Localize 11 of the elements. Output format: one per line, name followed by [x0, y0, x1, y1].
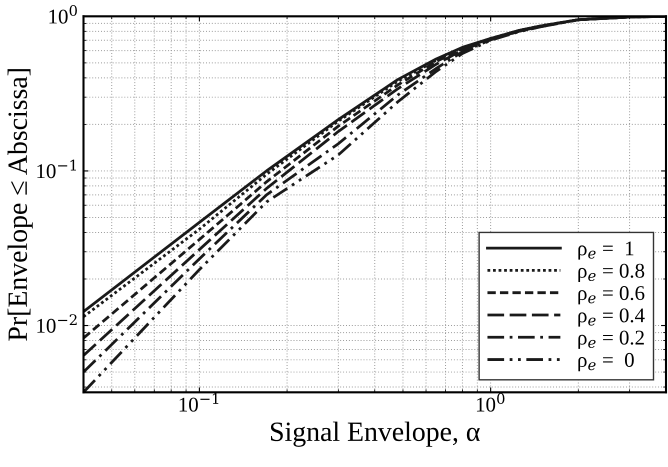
y-tick-label: 10$^{−1}$ [37, 160, 76, 178]
legend-label: ρ$_{e}$ = 0 [578, 352, 634, 372]
legend-label: ρ$_{e}$ = 0.2 [578, 330, 644, 349]
legend-label: ρ$_{e}$ = 0.6 [578, 286, 644, 304]
x-axis-title: Signal Envelope, α [270, 422, 480, 447]
y-tick-label: 10$^{0}$ [49, 5, 77, 24]
legend-label: ρ$_{e}$ = 0.8 [578, 264, 644, 282]
legend-label: ρ$_{e}$ = 0.4 [578, 308, 645, 327]
legend-label: ρ$_{e}$ = 1 [578, 241, 634, 260]
y-tick-label: 10$^{−2}$ [37, 314, 77, 333]
y-axis-title: Pr[Envelope ≤ Abscissa] [8, 69, 33, 341]
